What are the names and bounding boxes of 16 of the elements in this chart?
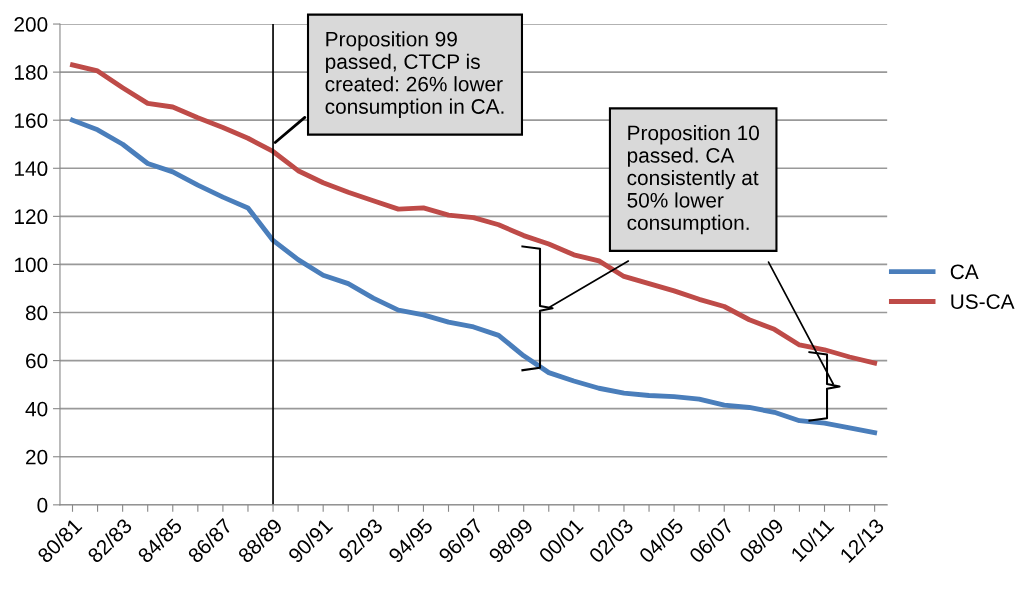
y-tick-label: 20 <box>26 449 48 465</box>
annotation: Proposition 10 passed. CA consistently at 50% lower consumption. <box>627 125 759 235</box>
y-tick-label: 140 <box>15 161 48 177</box>
line-series <box>70 117 878 436</box>
y-tick-label: 180 <box>15 65 48 80</box>
y-tick-label: 120 <box>15 209 48 225</box>
y-tick-label: 100 <box>15 257 48 273</box>
legend-label: CA <box>950 264 979 280</box>
y-tick-label: 40 <box>25 401 48 417</box>
y-tick-label: 80 <box>25 305 48 321</box>
y-tick-label: 160 <box>15 113 48 128</box>
legend-label: US-CA <box>951 294 1015 309</box>
y-tick-label: 0 <box>37 497 48 513</box>
y-tick-label: 200 <box>14 17 48 32</box>
annotation: Proposition 99 passed, CTCP is created: 26% lower consumption in CA. <box>325 31 504 118</box>
y-tick-label: 60 <box>26 353 48 369</box>
